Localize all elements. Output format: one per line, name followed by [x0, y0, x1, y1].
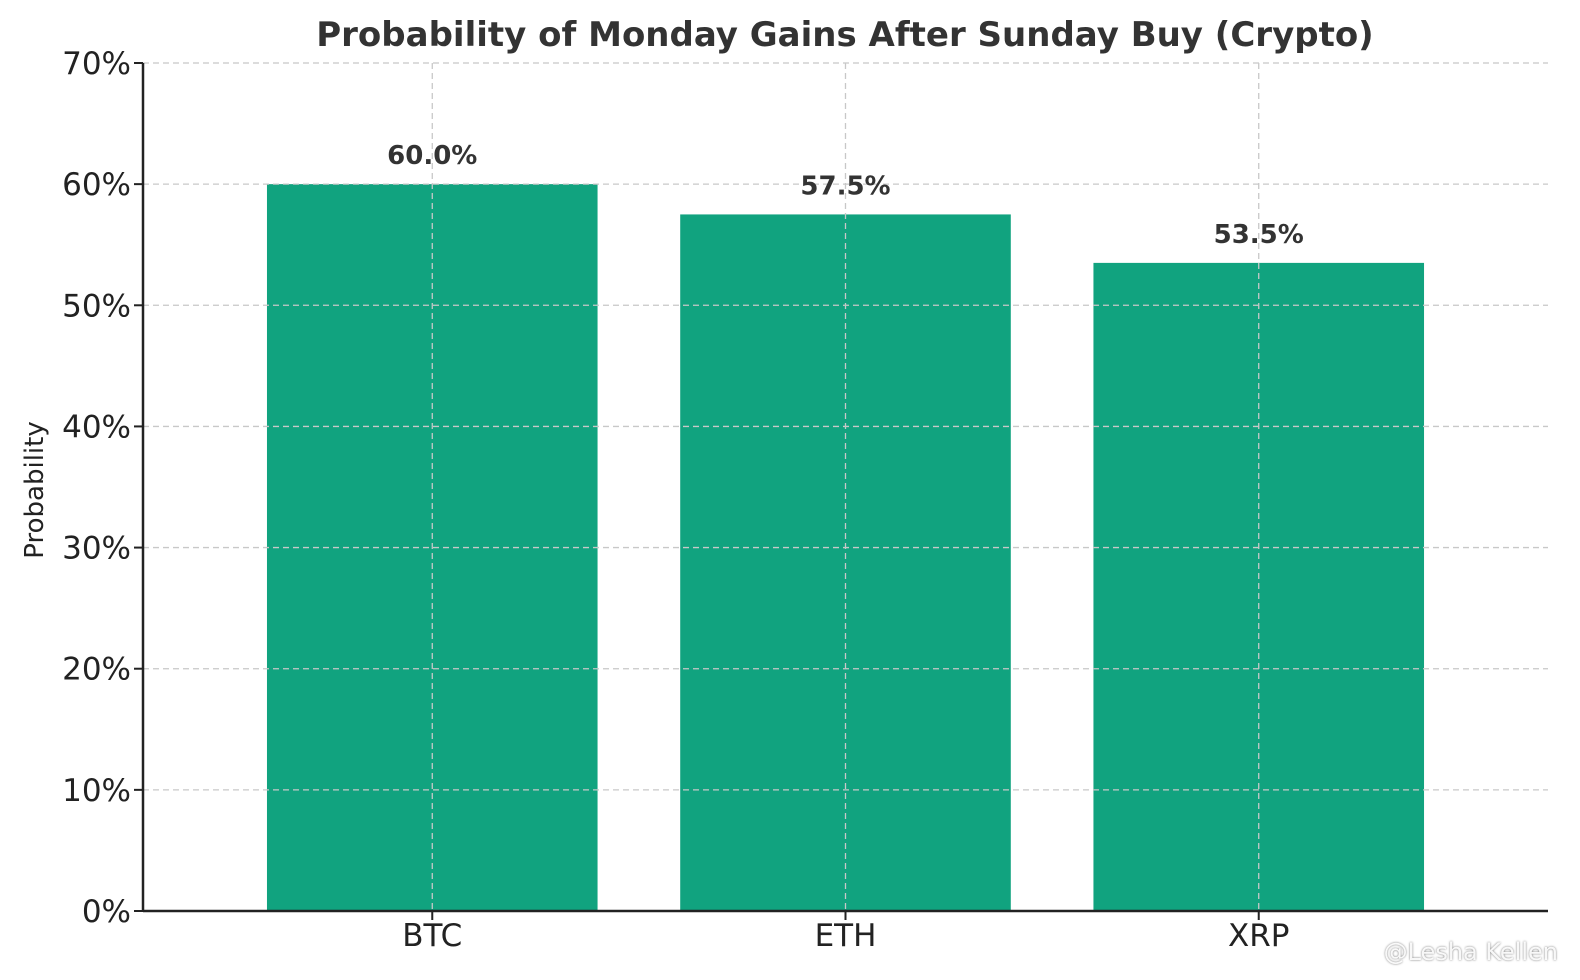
y-tick-label: 20% — [62, 652, 131, 688]
data-label-eth: 57.5% — [800, 171, 890, 201]
data-label-btc: 60.0% — [387, 141, 477, 171]
x-axis-ticks: BTC ETH XRP — [402, 911, 1289, 954]
logo-icon — [1358, 941, 1379, 963]
chart-title: Probability of Monday Gains After Sunday… — [316, 15, 1373, 55]
x-tick-label: XRP — [1228, 918, 1289, 954]
data-labels: 60.0% 57.5% 53.5% — [387, 141, 1304, 250]
watermark-text: @Lesha Kellen — [1383, 938, 1558, 966]
gridlines — [143, 62, 1548, 912]
y-tick-label: 70% — [62, 46, 131, 82]
watermark: @Lesha Kellen — [1358, 938, 1558, 966]
y-tick-label: 10% — [62, 773, 131, 809]
data-label-xrp: 53.5% — [1214, 220, 1304, 250]
y-tick-label: 50% — [62, 288, 131, 324]
y-tick-label: 0% — [82, 894, 131, 930]
y-tick-label: 40% — [62, 409, 131, 445]
x-tick-label: ETH — [815, 918, 877, 954]
x-tick-label: BTC — [402, 918, 462, 954]
y-axis-label: Probability — [20, 421, 50, 558]
y-tick-label: 30% — [62, 531, 131, 567]
y-axis-ticks: 0% 10% 20% 30% 40% 50% 60% 70% — [62, 46, 143, 930]
y-tick-label: 60% — [62, 167, 131, 203]
